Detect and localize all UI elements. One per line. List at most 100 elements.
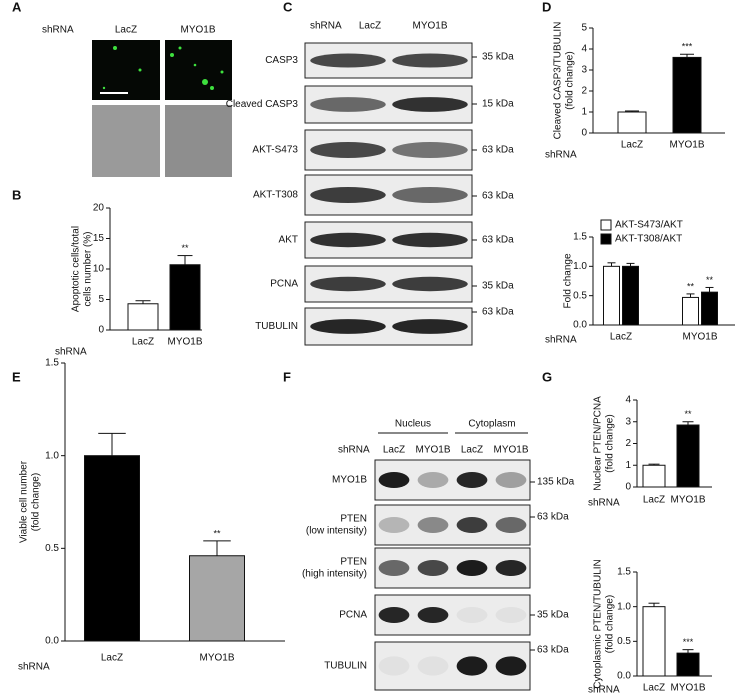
blot-band bbox=[392, 142, 468, 158]
blot-band bbox=[417, 560, 449, 576]
size-marker: 35 kDa bbox=[537, 610, 569, 621]
y-tick-label: 20 bbox=[93, 203, 105, 214]
bar bbox=[642, 464, 666, 488]
fluorescence-image bbox=[92, 40, 160, 100]
size-marker: 63 kDa bbox=[537, 512, 569, 523]
phase-image bbox=[165, 105, 232, 177]
blot-band bbox=[495, 656, 527, 676]
blot-label: CASP3 bbox=[265, 55, 298, 66]
y-tick-label: 4 bbox=[581, 44, 587, 55]
blot-label: PCNA bbox=[339, 610, 367, 621]
row-label: shRNA bbox=[310, 21, 342, 32]
y-tick-label: 0.5 bbox=[617, 636, 631, 647]
blot-band bbox=[310, 276, 386, 292]
blot-band bbox=[310, 53, 386, 68]
blot-label: AKT bbox=[279, 235, 298, 246]
blot-label: (low intensity) bbox=[306, 526, 367, 537]
blot-band bbox=[378, 656, 410, 676]
blot-band bbox=[456, 472, 488, 488]
blot-band bbox=[495, 607, 527, 623]
y-tick-label: 0 bbox=[98, 325, 104, 336]
bar bbox=[617, 111, 647, 134]
y-tick-label: 0.0 bbox=[45, 636, 59, 647]
row-label: shRNA bbox=[42, 25, 74, 36]
blot-label: AKT-S473 bbox=[252, 145, 298, 156]
phase-image bbox=[92, 105, 160, 177]
legend-label: AKT-S473/AKT bbox=[615, 220, 683, 231]
blot-label: TUBULIN bbox=[324, 661, 367, 672]
blot-band bbox=[495, 560, 527, 576]
size-marker: 35 kDa bbox=[482, 52, 514, 63]
size-marker: 135 kDa bbox=[537, 477, 575, 488]
y-tick-label: 0 bbox=[581, 128, 587, 139]
blot-band bbox=[456, 517, 488, 533]
bar bbox=[127, 303, 159, 331]
bar bbox=[676, 424, 700, 488]
y-axis-label: (fold change) bbox=[565, 51, 576, 109]
blot-band bbox=[392, 53, 468, 68]
column-label: MYO1B bbox=[493, 445, 528, 456]
y-axis-label: Nuclear PTEN/PCNA bbox=[593, 396, 604, 491]
column-label: MYO1B bbox=[180, 25, 215, 36]
blot-band bbox=[456, 560, 488, 576]
blot-band bbox=[417, 607, 449, 623]
x-tick-label: MYO1B bbox=[167, 337, 202, 348]
panel-letter: B bbox=[12, 187, 21, 202]
column-label: MYO1B bbox=[412, 21, 447, 32]
y-tick-label: 4 bbox=[625, 395, 631, 406]
blot-band bbox=[392, 319, 468, 334]
blot-band bbox=[392, 276, 468, 292]
blot-label: TUBULIN bbox=[255, 321, 298, 332]
blot-band bbox=[417, 517, 449, 533]
x-tick-label: MYO1B bbox=[670, 495, 705, 506]
bar bbox=[84, 455, 140, 642]
y-axis-label: Fold change bbox=[563, 253, 574, 308]
size-marker: 63 kDa bbox=[482, 191, 514, 202]
blot-band bbox=[392, 187, 468, 203]
y-axis-label: (fold change) bbox=[605, 595, 616, 653]
bar bbox=[676, 652, 700, 677]
blot-band bbox=[310, 187, 386, 203]
panel-letter: A bbox=[12, 0, 22, 14]
blot-band bbox=[417, 472, 449, 488]
y-tick-label: 2 bbox=[581, 86, 587, 97]
y-axis-label: (fold change) bbox=[31, 473, 42, 531]
y-tick-label: 1.5 bbox=[45, 358, 59, 369]
y-axis-label: Cleaved CASP3/TUBULIN bbox=[553, 22, 564, 140]
blot-band bbox=[310, 319, 386, 334]
group-label: Nucleus bbox=[395, 419, 431, 430]
size-marker: 63 kDa bbox=[482, 145, 514, 156]
y-tick-label: 1.0 bbox=[617, 601, 631, 612]
blot-label: PTEN bbox=[340, 557, 367, 568]
blot-band bbox=[392, 232, 468, 248]
significance: *** bbox=[683, 637, 694, 647]
blot-band bbox=[417, 656, 449, 676]
y-tick-label: 1 bbox=[581, 107, 587, 118]
y-axis-label: (fold change) bbox=[605, 414, 616, 472]
y-tick-label: 10 bbox=[93, 264, 105, 275]
blot-label: PCNA bbox=[270, 279, 298, 290]
panel-letter: C bbox=[283, 0, 293, 14]
bar bbox=[603, 265, 620, 326]
y-tick-label: 3 bbox=[625, 416, 631, 427]
y-tick-label: 0.5 bbox=[45, 543, 59, 554]
bar bbox=[169, 264, 201, 331]
y-tick-label: 5 bbox=[581, 23, 587, 34]
x-tick-label: LacZ bbox=[643, 683, 665, 694]
bar bbox=[189, 555, 245, 642]
blot-band bbox=[392, 97, 468, 112]
x-tick-label: LacZ bbox=[101, 653, 123, 664]
size-marker: 63 kDa bbox=[537, 645, 569, 656]
significance: *** bbox=[682, 42, 693, 52]
size-marker: 35 kDa bbox=[482, 281, 514, 292]
x-tick-label: MYO1B bbox=[682, 332, 717, 343]
legend-swatch bbox=[600, 233, 612, 245]
legend-label: AKT-T308/AKT bbox=[615, 234, 682, 245]
column-label: LacZ bbox=[359, 21, 381, 32]
y-axis-label: Apoptotic cells/total bbox=[71, 226, 82, 312]
y-tick-label: 3 bbox=[581, 65, 587, 76]
x-tick-label: MYO1B bbox=[199, 653, 234, 664]
blot-label: PTEN bbox=[340, 514, 367, 525]
blot-band bbox=[310, 142, 386, 158]
